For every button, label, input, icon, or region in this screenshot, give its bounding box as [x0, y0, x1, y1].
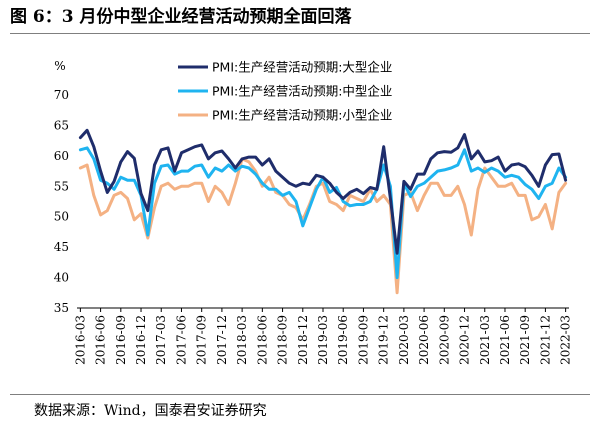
- y-tick-label: 40: [54, 271, 69, 285]
- x-tick-label: 2021-09: [518, 315, 532, 365]
- x-tick-label: 2017-12: [215, 315, 229, 365]
- legend: PMI:生产经营活动预期:大型企业 PMI:生产经营活动预期:中型企业 PMI:生产…: [178, 60, 392, 123]
- series-line-large: [78, 128, 568, 255]
- x-tick-label: 2019-06: [336, 315, 350, 365]
- x-tick-label: 2018-09: [276, 315, 290, 365]
- y-tick-label: 60: [54, 149, 69, 163]
- x-tick-label: 2021-03: [478, 315, 492, 365]
- title-rule: [10, 33, 590, 34]
- source-note: 数据来源：Wind，国泰君安证券研究: [34, 403, 267, 419]
- x-tick-label: 2021-12: [538, 315, 552, 365]
- x-tick-label: 2020-12: [458, 315, 472, 365]
- x-tick-label: 2018-06: [255, 315, 269, 365]
- x-tick-label: 2019-12: [377, 315, 391, 365]
- series-layer: [78, 128, 568, 295]
- y-tick-label: 45: [54, 240, 69, 254]
- y-tick-label: 50: [54, 210, 69, 224]
- x-tick-label: 2017-03: [154, 315, 168, 365]
- x-tick-label: 2020-09: [437, 315, 451, 365]
- x-tick-label: 2017-06: [174, 315, 188, 365]
- x-tick-label: 2019-09: [356, 315, 370, 365]
- legend-label-small: PMI:生产经营活动预期:小型企业: [212, 108, 392, 123]
- y-tick-label: 55: [54, 179, 69, 193]
- series-line-small: [78, 157, 568, 295]
- legend-label-large: PMI:生产经营活动预期:大型企业: [212, 60, 392, 75]
- legend-label-medium: PMI:生产经营活动预期:中型企业: [212, 84, 392, 99]
- x-tick-label: 2020-03: [397, 315, 411, 365]
- x-tick-label: 2019-03: [316, 315, 330, 365]
- x-tick-label: 2016-06: [94, 315, 108, 365]
- x-tick-label: 2018-03: [235, 315, 249, 365]
- source-rule: [10, 394, 590, 395]
- y-tick-label: 65: [54, 118, 69, 132]
- axis-layer: % 35 40 45 50 55 60 65 70 2016-03 2016-06 2016-09 20…: [54, 59, 573, 365]
- x-tick-label: 2021-06: [498, 315, 512, 365]
- x-tick-label: 2020-06: [417, 315, 431, 365]
- x-tick-label: 2018-12: [296, 315, 310, 365]
- figure-title: 图 6：3 月份中型企业经营活动预期全面回落: [10, 7, 352, 27]
- x-tick-label: 2016-03: [73, 315, 87, 365]
- x-tick-label: 2016-09: [114, 315, 128, 365]
- y-tick-label: 35: [54, 301, 69, 315]
- y-axis-unit-label: %: [54, 59, 65, 73]
- x-tick-label: 2016-12: [134, 315, 148, 365]
- x-tick-label: 2022-03: [559, 315, 573, 365]
- x-tick-label: 2017-09: [195, 315, 209, 365]
- y-tick-label: 70: [54, 88, 69, 102]
